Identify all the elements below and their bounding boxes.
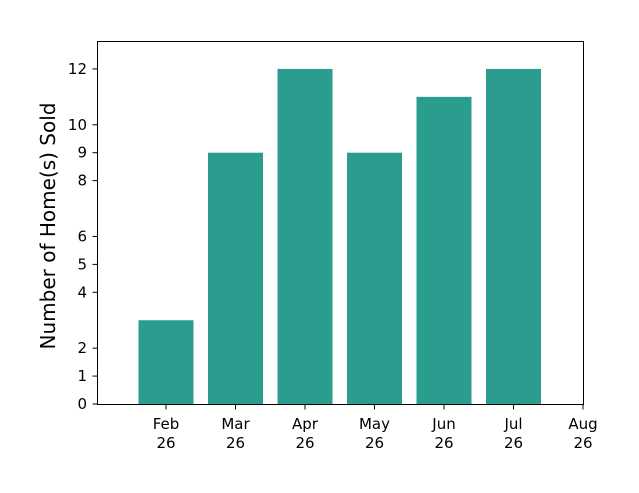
y-axis-label: Number of Home(s) Sold — [36, 103, 60, 350]
y-tick-label: 2 — [77, 339, 87, 357]
y-tick-label: 5 — [77, 255, 87, 273]
y-tick-label: 6 — [77, 227, 87, 245]
y-tick-label: 9 — [77, 144, 87, 162]
y-tick-label: 1 — [77, 367, 87, 385]
bar — [208, 152, 263, 404]
bar — [347, 152, 402, 404]
x-tick-label: Feb 26 — [153, 415, 180, 452]
plot-frame — [97, 41, 584, 405]
x-tick-label: Aug 26 — [568, 415, 597, 452]
y-tick-label: 12 — [68, 60, 87, 78]
x-tick-label: Jul 26 — [503, 415, 523, 452]
x-tick-label: Apr 26 — [292, 415, 319, 452]
bar — [416, 96, 472, 404]
bar — [486, 68, 541, 404]
x-tick-label: Mar 26 — [221, 415, 250, 452]
bar — [277, 68, 333, 404]
y-tick-label: 4 — [77, 283, 87, 301]
bars-group — [138, 68, 541, 404]
y-tick-label: 0 — [77, 395, 87, 413]
x-tick-label: May 26 — [359, 415, 390, 452]
bar — [138, 320, 194, 404]
x-axis-ticks: Feb 26 Mar 26 Apr 26 May 26 Jun 26 Jul 26 Aug 26 — [153, 404, 598, 452]
y-tick-label: 10 — [68, 116, 87, 134]
x-tick-label: Jun 26 — [431, 415, 455, 452]
y-tick-label: 8 — [77, 172, 87, 190]
